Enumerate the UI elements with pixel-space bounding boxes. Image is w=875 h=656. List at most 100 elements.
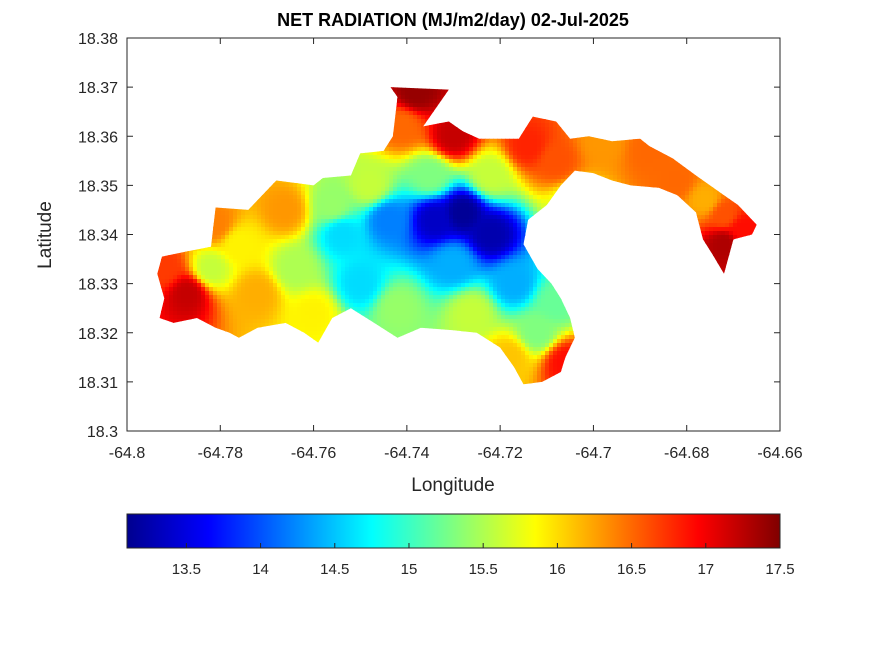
heatmap-cell <box>441 199 446 204</box>
heatmap-cell <box>413 123 418 128</box>
heatmap-cell <box>297 207 302 212</box>
heatmap-cell <box>377 159 382 164</box>
heatmap-cell <box>585 151 590 156</box>
heatmap-cell <box>469 203 474 208</box>
heatmap-cell <box>525 123 530 128</box>
heatmap-cell <box>473 199 478 204</box>
heatmap-cell <box>509 155 514 160</box>
heatmap-cell <box>385 179 390 184</box>
heatmap-cell <box>417 155 422 160</box>
heatmap-cell <box>429 127 434 132</box>
heatmap-cell <box>321 215 326 220</box>
heatmap-cell <box>237 211 242 216</box>
heatmap-cell <box>489 171 494 176</box>
heatmap-cell <box>733 203 738 208</box>
heatmap-cell <box>385 183 390 188</box>
heatmap-cell <box>349 211 354 216</box>
heatmap-cell <box>497 195 502 200</box>
heatmap-cell <box>405 195 410 200</box>
heatmap-cell <box>421 123 426 128</box>
heatmap-cell <box>385 199 390 204</box>
heatmap-cell <box>277 183 282 188</box>
heatmap-cell <box>545 119 550 124</box>
heatmap-cell <box>393 187 398 192</box>
heatmap-cell <box>361 175 366 180</box>
heatmap-cell <box>465 151 470 156</box>
heatmap-cell <box>445 191 450 196</box>
heatmap-cell <box>701 215 706 220</box>
heatmap-cell <box>669 183 674 188</box>
heatmap-cell <box>333 207 338 212</box>
heatmap-cell <box>489 167 494 172</box>
heatmap-cell <box>421 99 426 104</box>
heatmap-cell <box>481 195 486 200</box>
heatmap-cell <box>401 187 406 192</box>
heatmap-cell <box>513 143 518 148</box>
heatmap-cell <box>665 171 670 176</box>
heatmap-cell <box>529 183 534 188</box>
heatmap-cell <box>405 187 410 192</box>
heatmap-cell <box>597 163 602 168</box>
heatmap-cell <box>417 143 422 148</box>
heatmap-cell <box>477 179 482 184</box>
heatmap-cell <box>485 207 490 212</box>
heatmap-cell <box>405 131 410 136</box>
heatmap-cell <box>645 171 650 176</box>
heatmap-cell <box>717 203 722 208</box>
heatmap-cell <box>489 203 494 208</box>
heatmap-cell <box>389 207 394 212</box>
heatmap-cell <box>397 95 402 100</box>
heatmap-cell <box>585 159 590 164</box>
heatmap-cell <box>501 171 506 176</box>
heatmap-cell <box>637 151 642 156</box>
heatmap-cell <box>517 195 522 200</box>
heatmap-cell <box>429 87 434 92</box>
heatmap-cell <box>521 207 526 212</box>
heatmap-cell <box>313 191 318 196</box>
heatmap-cell <box>429 91 434 96</box>
heatmap-cell <box>445 123 450 128</box>
heatmap-cell <box>601 163 606 168</box>
heatmap-cell <box>701 183 706 188</box>
heatmap-cell <box>517 155 522 160</box>
heatmap-cell <box>485 155 490 160</box>
heatmap-cell <box>545 195 550 200</box>
heatmap-cell <box>441 159 446 164</box>
heatmap-cell <box>313 195 318 200</box>
heatmap-cell <box>545 131 550 136</box>
heatmap-cell <box>221 207 226 212</box>
heatmap-cell <box>253 207 258 212</box>
heatmap-cell <box>321 179 326 184</box>
heatmap-cell <box>689 203 694 208</box>
heatmap-cell <box>445 199 450 204</box>
heatmap-cell <box>385 191 390 196</box>
heatmap-cell <box>669 187 674 192</box>
heatmap-cell <box>409 103 414 108</box>
heatmap-cell <box>401 183 406 188</box>
heatmap-cell <box>417 131 422 136</box>
heatmap-cell <box>557 135 562 140</box>
heatmap-cell <box>457 131 462 136</box>
heatmap-cell <box>509 175 514 180</box>
heatmap-cell <box>457 187 462 192</box>
heatmap-cell <box>369 203 374 208</box>
heatmap-cell <box>425 211 430 216</box>
heatmap-cell <box>409 123 414 128</box>
heatmap-cell <box>269 207 274 212</box>
heatmap-cell <box>341 191 346 196</box>
heatmap-cell <box>553 147 558 152</box>
heatmap-cell <box>433 179 438 184</box>
heatmap-cell <box>417 179 422 184</box>
heatmap-cell <box>413 207 418 212</box>
heatmap-cell <box>521 203 526 208</box>
heatmap-cell <box>309 203 314 208</box>
heatmap-cell <box>621 163 626 168</box>
heatmap-cell <box>589 139 594 144</box>
heatmap-cell <box>541 123 546 128</box>
heatmap-cell <box>429 123 434 128</box>
heatmap-cell <box>541 167 546 172</box>
heatmap-cell <box>521 143 526 148</box>
heatmap-cell <box>569 147 574 152</box>
heatmap-cell <box>409 107 414 112</box>
heatmap-cell <box>509 183 514 188</box>
